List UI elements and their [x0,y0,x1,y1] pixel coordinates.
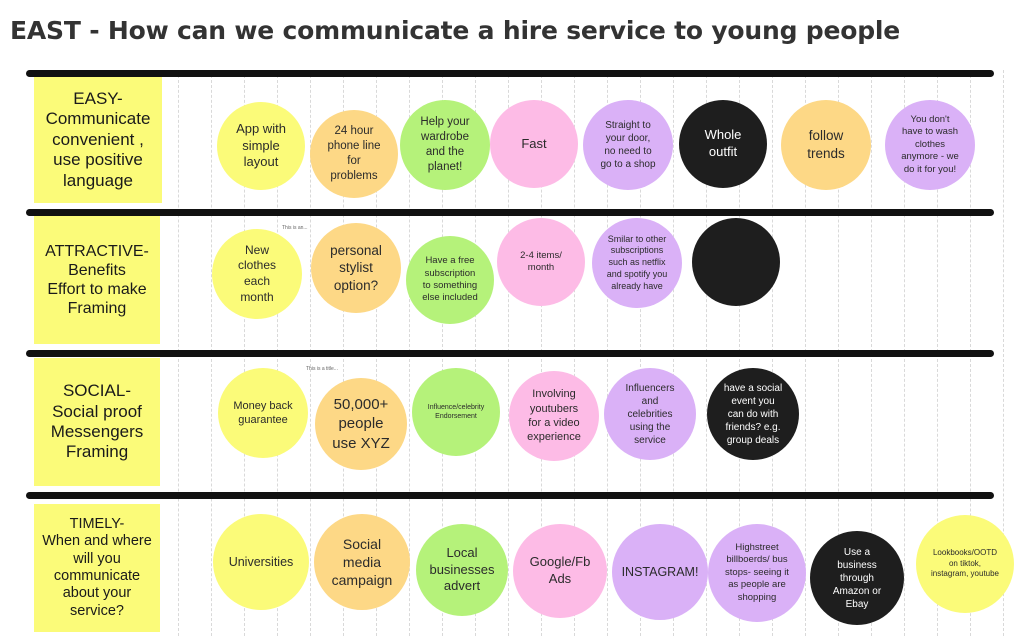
sticky-note[interactable]: App with simple layout [217,102,305,190]
row-divider [26,209,994,216]
sticky-note[interactable]: Highstreet billboerds/ bus stops- seeing… [708,524,806,622]
sticky-note[interactable]: Influence/celebrity Endorsement [412,368,500,456]
sticky-note[interactable]: Straight to your door, no need to go to … [583,100,673,190]
sticky-note[interactable]: Local businesses advert [416,524,508,616]
sticky-note[interactable]: Social media campaign [314,514,410,610]
sticky-note[interactable]: personal stylist option? [311,223,401,313]
sticky-note[interactable]: Whole outfit [679,100,767,188]
sticky-note[interactable]: Use a business through Amazon or Ebay [810,531,904,625]
sticky-note[interactable]: New clothes each month [212,229,302,319]
row-label-attractive[interactable]: ATTRACTIVE- Benefits Effort to make Fram… [34,216,160,344]
row-label-timely[interactable]: TIMELY- When and where will you communic… [34,504,160,632]
sticky-note[interactable]: Influencers and celebrities using the se… [604,368,696,460]
row-divider [26,492,994,499]
sticky-note[interactable]: have a social event you can do with frie… [707,368,799,460]
grid-line [1003,70,1004,636]
sticky-note[interactable]: 2-4 items/ month [497,218,585,306]
sticky-note[interactable]: Fast [490,100,578,188]
sticky-note[interactable]: follow trends [781,100,871,190]
affinity-board[interactable]: EASY- Communicate convenient , use posit… [0,58,1024,636]
page-title: EAST - How can we communicate a hire ser… [10,16,901,45]
hidden-note-title: This is a title... [306,366,338,372]
row-label-social[interactable]: SOCIAL- Social proof Messengers Framing [34,358,160,486]
hidden-note-title: This is an... [282,225,308,231]
sticky-note[interactable]: You don't have to wash clothes anymore -… [885,100,975,190]
row-divider [26,70,994,77]
row-divider [26,350,994,357]
sticky-note[interactable]: Money back guarantee [218,368,308,458]
sticky-note[interactable]: Lookbooks/OOTD on tiktok, instagram, you… [916,515,1014,613]
row-label-easy[interactable]: EASY- Communicate convenient , use posit… [34,77,162,203]
sticky-note[interactable]: INSTAGRAM! [612,524,708,620]
sticky-note[interactable]: Smilar to other subscriptions such as ne… [592,218,682,308]
sticky-note[interactable]: Have a free subscription to something el… [406,236,494,324]
sticky-note[interactable]: Involving youtubers for a video experien… [509,371,599,461]
sticky-note[interactable]: Help your wardrobe and the planet! [400,100,490,190]
sticky-note[interactable] [692,218,780,306]
sticky-note[interactable]: Universities [213,514,309,610]
sticky-note[interactable]: 24 hour phone line for problems [310,110,398,198]
sticky-note[interactable]: Google/Fb Ads [513,524,607,618]
sticky-note[interactable]: 50,000+ people use XYZ [315,378,407,470]
